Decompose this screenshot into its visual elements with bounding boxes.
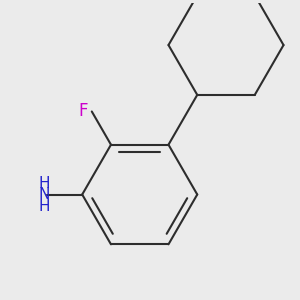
Text: H: H: [38, 199, 50, 214]
Text: N: N: [38, 187, 50, 202]
Text: F: F: [78, 103, 88, 121]
Text: H: H: [38, 176, 50, 191]
